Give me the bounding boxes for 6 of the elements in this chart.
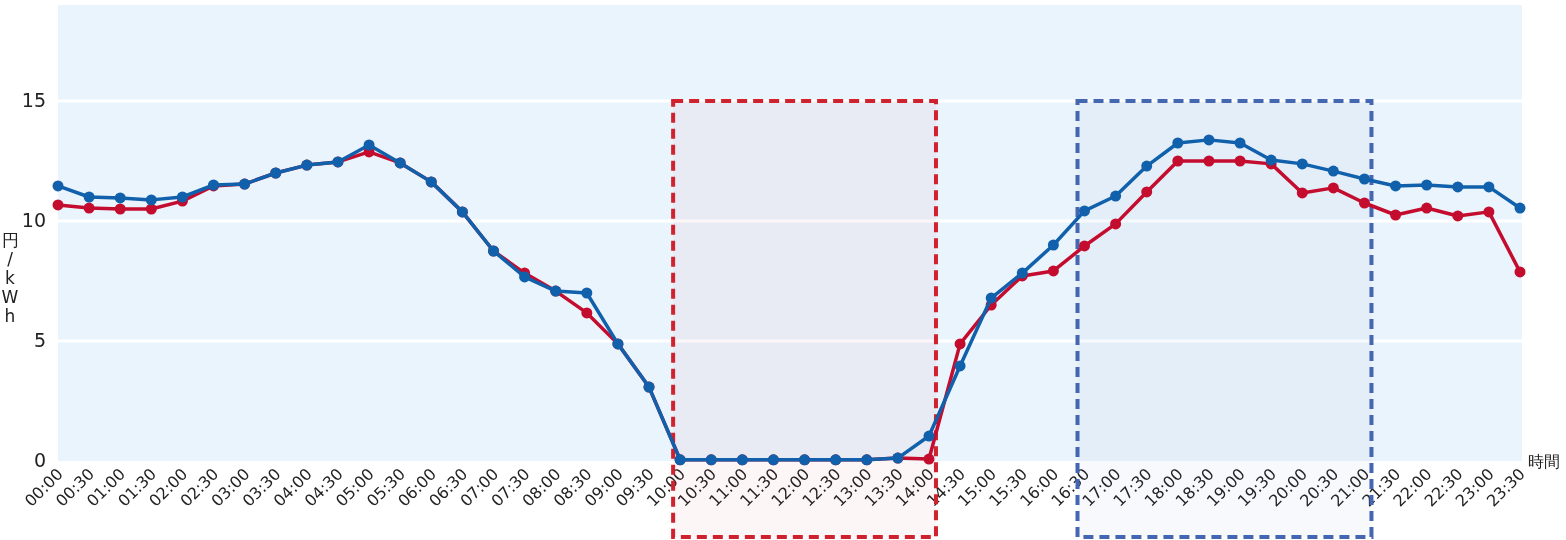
y-tick-label: 0 <box>33 449 46 471</box>
x-axis-title: 時間 <box>1528 452 1560 471</box>
y-tick-label: 15 <box>21 89 46 111</box>
y-tick-label: 5 <box>33 329 46 351</box>
y-axis-title: 円/kWh <box>1 230 19 326</box>
y-tick-label: 10 <box>21 209 46 231</box>
